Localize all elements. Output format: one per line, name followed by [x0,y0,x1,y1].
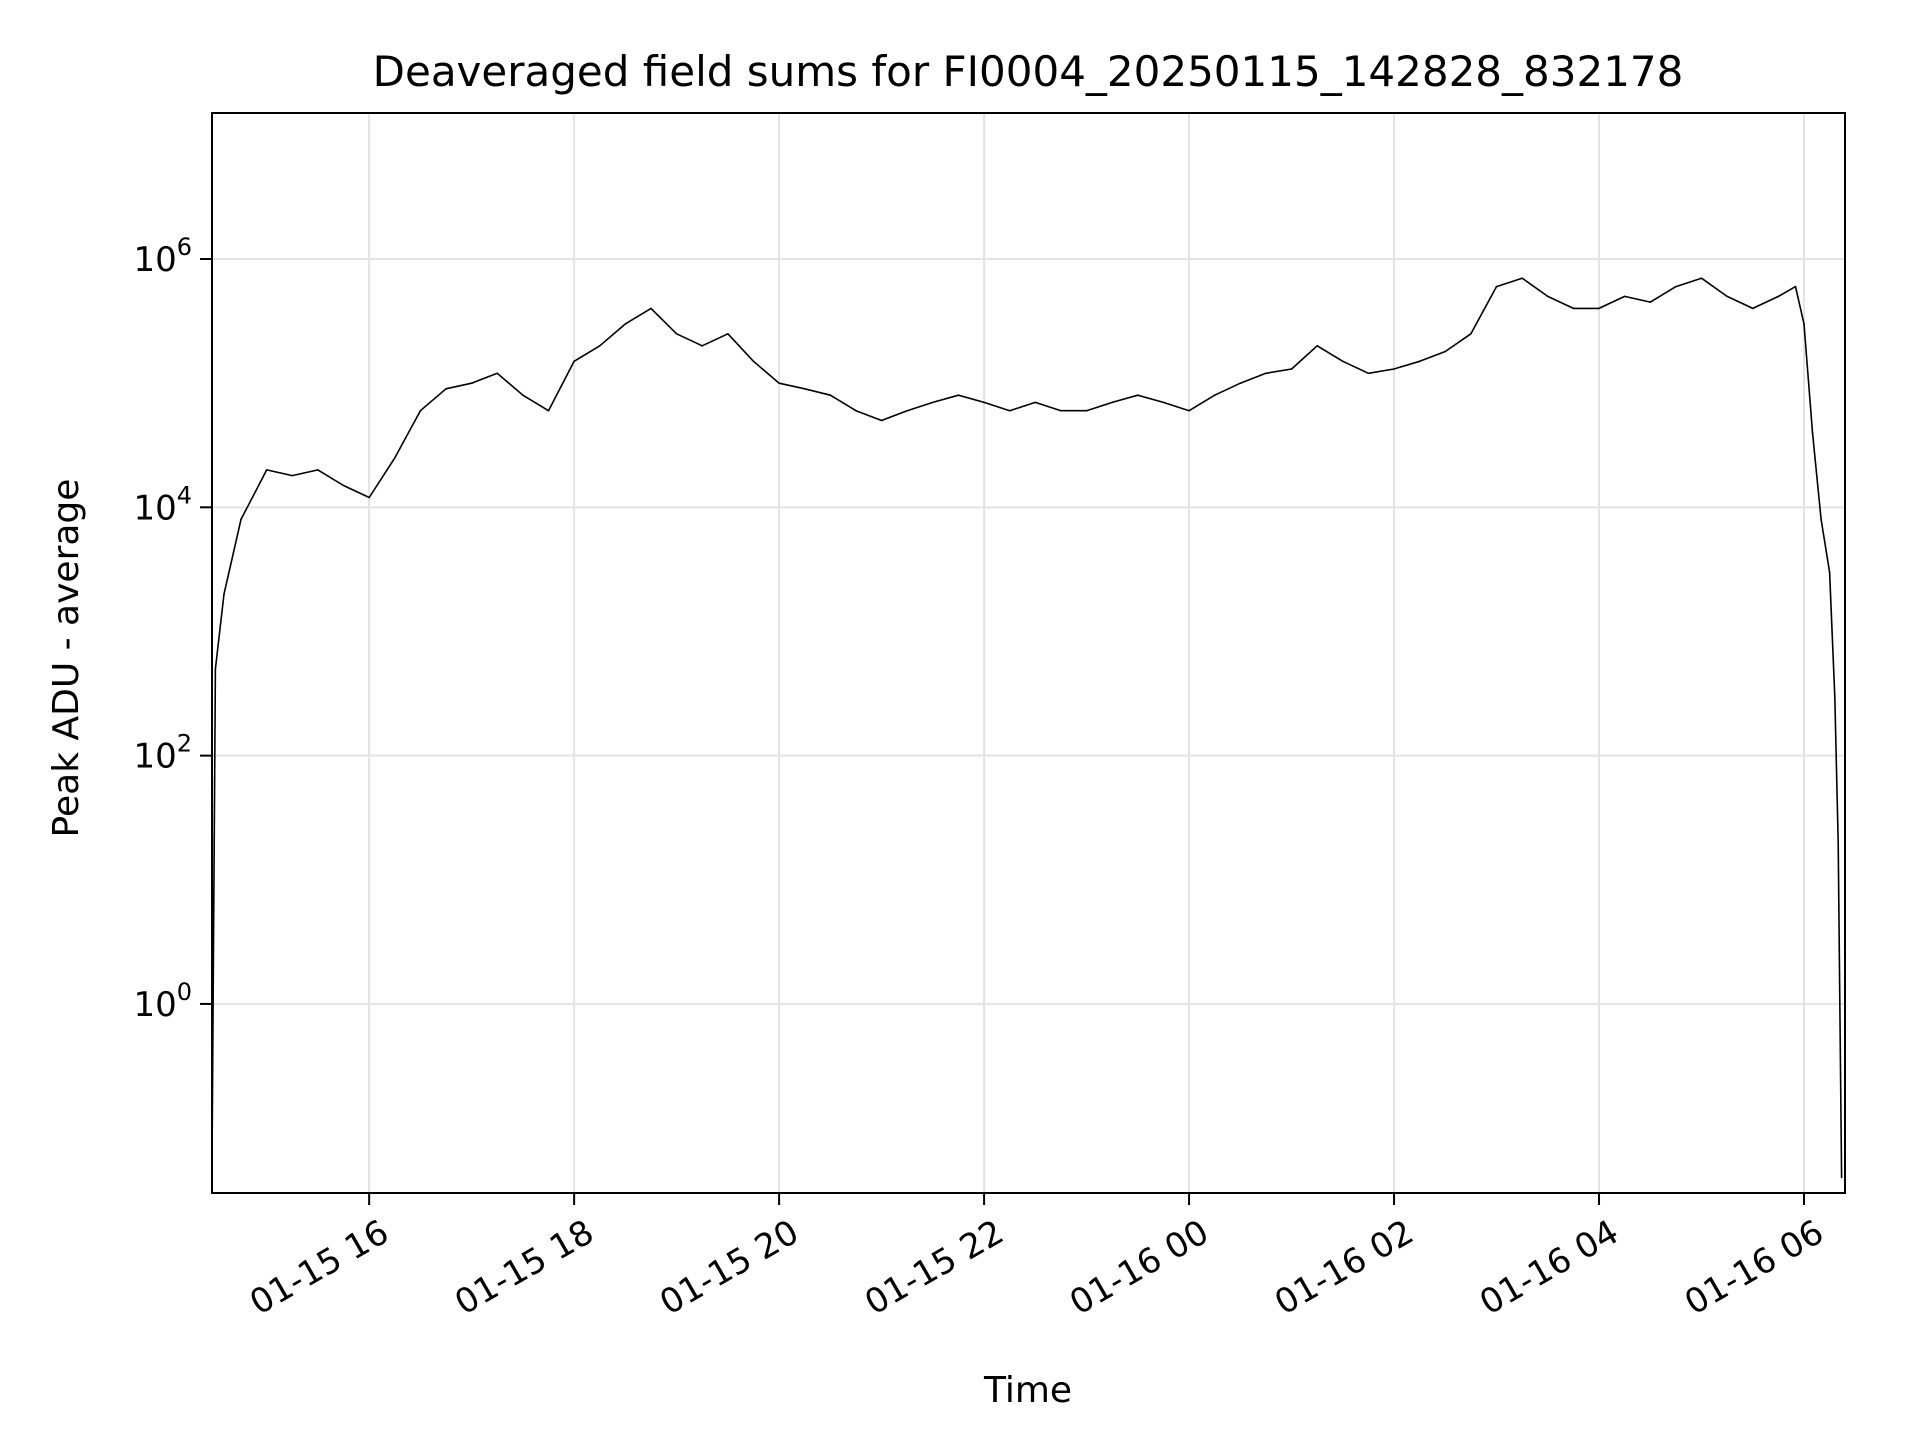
data-point [1213,394,1216,397]
data-point [1840,1176,1843,1179]
data-point [727,333,729,335]
data-point [1418,360,1421,363]
data-point [1828,571,1831,573]
data-point [957,394,960,397]
x-axis-label: Time [983,1370,1072,1411]
data-point [1393,368,1395,370]
data-point [317,469,319,471]
y-tick-label: 100 [133,978,192,1025]
data-point [1111,401,1113,404]
data-point [419,409,422,412]
data-point [1649,301,1652,303]
y-tick-base: 10 [133,737,176,777]
data-point [1008,409,1011,412]
data-point [1794,285,1797,288]
data-point [496,372,499,375]
data-point [932,401,934,404]
y-axis-label: Peak ADU - average [46,479,87,838]
data-point [1085,409,1088,412]
data-point [1700,277,1703,280]
data-point [650,307,652,310]
data-point [240,518,242,521]
data-point [291,474,294,477]
data-point [1598,307,1600,310]
data-point [522,394,524,397]
data-point [214,668,217,670]
data-point [624,323,627,325]
y-tick-label: 104 [133,481,192,528]
data-point [1265,372,1267,375]
data-point [1837,841,1839,844]
data-point [880,419,883,422]
data-point [1803,323,1805,325]
data-point [1547,295,1549,298]
data-point [1316,345,1318,347]
data-point [906,409,908,412]
y-tick-exponent: 6 [177,233,192,261]
data-point [1188,409,1190,412]
data-point [573,360,575,363]
data-point [1034,401,1037,404]
data-point [1444,350,1447,353]
data-point [1777,295,1780,298]
plot-area-frame [211,112,1846,1194]
data-point [1811,431,1814,434]
data-point [1495,285,1498,288]
data-point [752,360,755,363]
data-point [547,409,550,412]
data-point [778,382,780,385]
data-point [470,382,473,385]
data-point [1367,372,1370,375]
data-point [675,333,678,335]
grid [212,113,1845,1193]
data-point [855,409,857,412]
data-point [342,484,345,487]
y-tick-exponent: 0 [177,978,192,1006]
data-point [223,593,225,595]
data-point [1060,409,1062,412]
data-point [1623,295,1626,298]
y-tick-label: 106 [133,233,192,280]
y-tick-base: 10 [133,985,176,1025]
data-point [394,457,396,459]
data-point [1572,307,1575,310]
data-point [1342,360,1344,363]
series-line [211,277,1843,1178]
data-point [1726,295,1728,298]
y-tick-exponent: 4 [177,481,192,509]
y-tick-exponent: 2 [177,730,192,758]
data-point [1137,394,1139,397]
data-point [701,345,703,347]
data-point [1675,285,1677,288]
data-point [1752,307,1754,310]
chart-title: Deaveraged field sums for FI0004_2025011… [373,47,1684,96]
data-point [368,496,371,499]
data-point [1820,518,1822,521]
data-point [1521,277,1523,280]
data-point [1290,368,1293,370]
data-point [803,388,806,390]
data-point [1834,695,1836,698]
data-point [1239,382,1242,385]
data-point [1162,401,1165,404]
data-point [829,394,832,397]
series-layer [211,277,1843,1179]
y-tick-label: 102 [133,730,192,777]
data-point [983,401,985,404]
data-point [445,388,447,390]
data-point [265,469,268,471]
data-point [599,345,601,347]
y-tick-base: 10 [133,240,176,280]
data-point [1470,333,1472,335]
y-tick-base: 10 [133,488,176,528]
